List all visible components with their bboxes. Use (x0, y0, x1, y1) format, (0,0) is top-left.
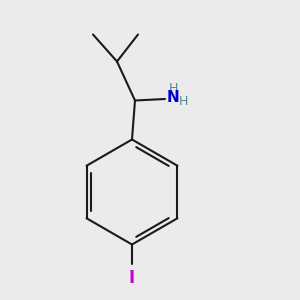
Text: H: H (179, 95, 189, 108)
Text: N: N (166, 90, 179, 105)
Text: I: I (129, 269, 135, 287)
Text: H: H (168, 82, 178, 95)
